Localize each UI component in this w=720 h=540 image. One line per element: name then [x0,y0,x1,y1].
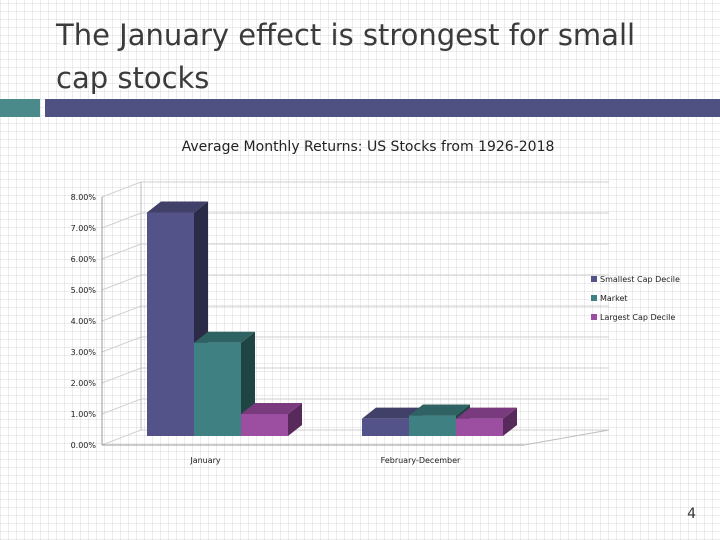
slide-number: 4 [687,506,696,522]
title-accent-bar-left [0,99,40,117]
slide-title: The January effect is strongest for smal… [56,18,636,95]
y-tick-label: 3.00% [71,348,97,357]
gridline-side [101,398,142,415]
gridline-side [101,429,142,446]
bar-top [147,201,208,213]
y-tick-label: 4.00% [71,317,97,326]
floor-edge [523,429,610,446]
bar-front [362,418,409,436]
chart-bars [147,201,517,436]
chart-title: Average Monthly Returns: US Stocks from … [182,139,555,155]
gridline-side [101,243,142,260]
chart-legend: Smallest Cap Decile Market Largest Cap Dec… [591,275,680,322]
bar-top [241,403,302,414]
y-tick-label: 0.00% [71,441,97,450]
legend-label: Market [600,294,628,303]
gridline-side [101,305,142,322]
bar-front [241,414,288,436]
bar-side [503,407,517,436]
y-tick-label: 2.00% [71,379,97,388]
y-tick-label: 6.00% [71,255,97,264]
bar [241,403,302,436]
bar-front [194,342,241,436]
bar-top [362,407,423,419]
y-tick-label: 5.00% [71,286,97,295]
gridline-side [101,212,142,229]
legend-label: Largest Cap Decile [600,313,675,322]
gridline-side [101,336,142,353]
y-tick-label: 7.00% [71,224,97,233]
y-tick-label: 1.00% [71,410,97,419]
y-tick-label: 8.00% [71,193,97,202]
chart-axes [101,182,610,446]
bar-top [456,407,517,419]
bar [456,407,517,436]
gridline-side [101,274,142,291]
bar-top [194,331,255,343]
legend-label: Smallest Cap Decile [600,275,680,284]
title-accent-bar-right [45,99,720,117]
legend-swatch [591,295,597,301]
gridline-side [101,181,142,198]
x-axis-labels: January February-December [189,456,461,465]
bar-front [409,415,456,436]
gridline-side [101,367,142,384]
y-axis-ticks: 0.00% 1.00% 2.00% 3.00% 4.00% 5.00% 6.00% 7.00%… [71,193,97,450]
bar-front [456,418,503,436]
bar-front [147,212,194,436]
x-tick-label: February-December [381,456,461,465]
legend-swatch [591,276,597,282]
legend-swatch [591,314,597,320]
bar-top [409,404,470,416]
x-tick-label: January [189,456,221,465]
